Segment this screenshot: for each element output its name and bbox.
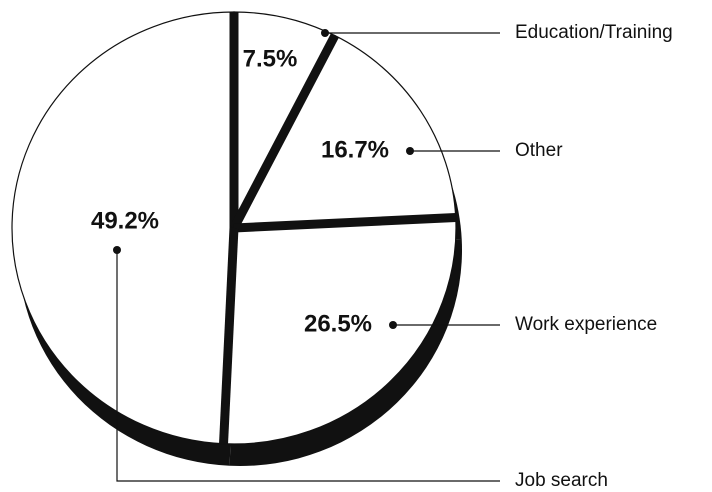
legend-label: Other	[515, 140, 563, 161]
leader-dot	[113, 246, 121, 254]
leader-dot	[389, 321, 397, 329]
value-label: 16.7%	[321, 136, 389, 163]
legend-label: Education/Training	[515, 22, 673, 43]
legend-label: Job search	[515, 470, 608, 491]
slice	[11, 11, 235, 445]
slice-separator	[219, 227, 239, 444]
value-label: 7.5%	[243, 45, 298, 72]
leader-line	[116, 250, 500, 482]
slice	[222, 216, 457, 445]
slice-separator	[230, 33, 339, 231]
legend-label: Work experience	[515, 314, 657, 335]
value-label: 26.5%	[304, 310, 372, 337]
leader-dot	[406, 147, 414, 155]
value-label: 49.2%	[91, 207, 159, 234]
slice	[232, 34, 457, 229]
slice-separator	[233, 212, 456, 233]
leader-dot	[321, 29, 329, 37]
